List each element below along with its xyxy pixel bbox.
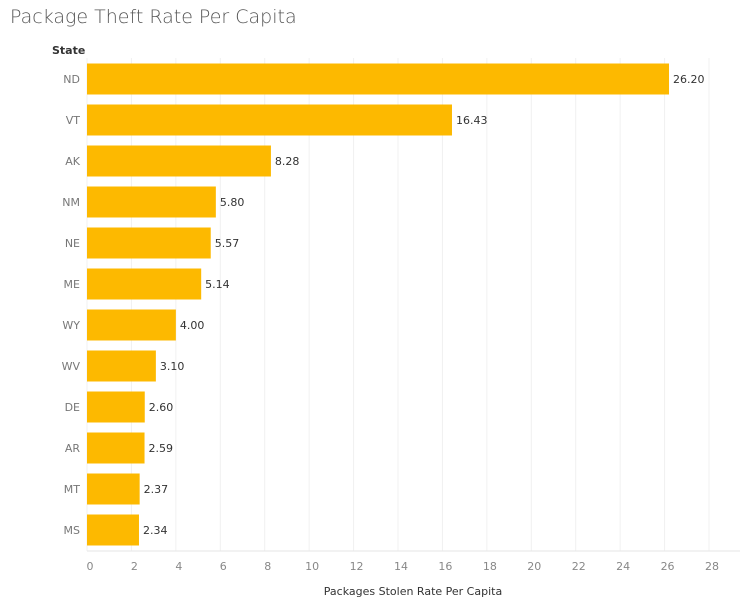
x-axis-title: Packages Stolen Rate Per Capita xyxy=(324,585,502,598)
x-tick-label: 4 xyxy=(175,560,182,573)
data-label: 3.10 xyxy=(160,360,185,373)
category-label: AK xyxy=(65,155,81,168)
x-tick-label: 28 xyxy=(705,560,719,573)
data-label: 2.37 xyxy=(144,483,169,496)
data-label: 5.57 xyxy=(215,237,240,250)
bar-wy xyxy=(87,309,176,341)
category-label: ND xyxy=(63,73,80,86)
x-tick-label: 0 xyxy=(87,560,94,573)
bar-mt xyxy=(87,473,140,505)
bar-wv xyxy=(87,350,156,382)
category-label: MS xyxy=(64,524,80,537)
x-tick-label: 8 xyxy=(264,560,271,573)
y-axis-title: State xyxy=(52,44,85,57)
data-label: 4.00 xyxy=(180,319,205,332)
category-label: AR xyxy=(65,442,81,455)
bar-me xyxy=(87,268,202,300)
data-label: 2.59 xyxy=(149,442,174,455)
data-label: 26.20 xyxy=(673,73,705,86)
bar-ms xyxy=(87,514,139,546)
bar-ak xyxy=(87,145,271,177)
x-tick-label: 22 xyxy=(572,560,586,573)
x-tick-label: 24 xyxy=(616,560,630,573)
x-tick-label: 16 xyxy=(438,560,452,573)
x-tick-label: 6 xyxy=(220,560,227,573)
category-label: DE xyxy=(65,401,80,414)
x-tick-label: 12 xyxy=(350,560,364,573)
x-tick-label: 18 xyxy=(483,560,497,573)
data-label: 8.28 xyxy=(275,155,300,168)
category-label: MT xyxy=(64,483,80,496)
bar-nm xyxy=(87,186,216,218)
chart-title: Package Theft Rate Per Capita xyxy=(10,6,297,28)
category-label: WV xyxy=(62,360,81,373)
x-tick-label: 2 xyxy=(131,560,138,573)
category-label: VT xyxy=(66,114,81,127)
category-label: WY xyxy=(62,319,80,332)
bar-vt xyxy=(87,104,452,136)
x-tick-label: 14 xyxy=(394,560,408,573)
data-label: 16.43 xyxy=(456,114,488,127)
bar-ne xyxy=(87,227,211,259)
category-label: ME xyxy=(64,278,80,291)
category-label: NM xyxy=(62,196,80,209)
x-tick-label: 10 xyxy=(305,560,319,573)
data-label: 2.60 xyxy=(149,401,174,414)
data-label: 5.80 xyxy=(220,196,245,209)
x-tick-label: 26 xyxy=(661,560,675,573)
category-label: NE xyxy=(65,237,80,250)
data-label: 5.14 xyxy=(205,278,230,291)
data-label: 2.34 xyxy=(143,524,168,537)
bar-nd xyxy=(87,63,670,95)
x-tick-label: 20 xyxy=(527,560,541,573)
bar-ar xyxy=(87,432,145,464)
bar-de xyxy=(87,391,145,423)
